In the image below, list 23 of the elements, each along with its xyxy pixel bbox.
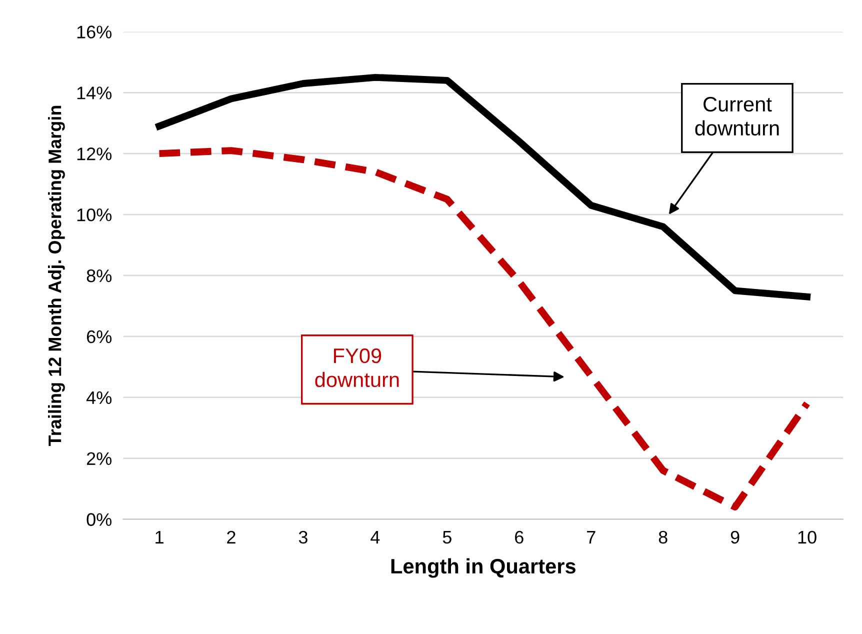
x-tick-label: 4 xyxy=(370,531,380,544)
y-tick-label: 0% xyxy=(86,513,112,526)
x-tick-label: 3 xyxy=(298,530,308,544)
x-tick-label: 5 xyxy=(442,531,452,544)
y-tick-label: 6% xyxy=(86,330,112,344)
y-tick-label: 14% xyxy=(77,86,112,100)
y-axis-title: Trailing 12 Month Adj. Operating Margin xyxy=(48,106,65,446)
x-tick-label: 9 xyxy=(730,530,740,544)
x-tick-label: 1 xyxy=(156,531,164,544)
x-tick-label: 7 xyxy=(587,531,596,544)
y-tick-label: 16% xyxy=(77,26,112,38)
annotation: FY09 downturn xyxy=(315,348,399,388)
y-tick-label: 4% xyxy=(86,391,112,404)
y-tick-label: 12% xyxy=(77,148,112,160)
x-tick-label: 2 xyxy=(227,530,236,544)
x-tick-label: 8 xyxy=(658,530,668,544)
y-tick-label: 2% xyxy=(86,452,112,465)
annotation: Current downturn xyxy=(695,96,779,136)
y-tick-label: 8% xyxy=(86,269,112,282)
x-axis-title: Length in Quarters xyxy=(391,558,576,578)
y-tick-label: 10% xyxy=(77,208,112,222)
x-tick-label: 10 xyxy=(798,530,816,544)
x-tick-label: 6 xyxy=(515,530,524,544)
